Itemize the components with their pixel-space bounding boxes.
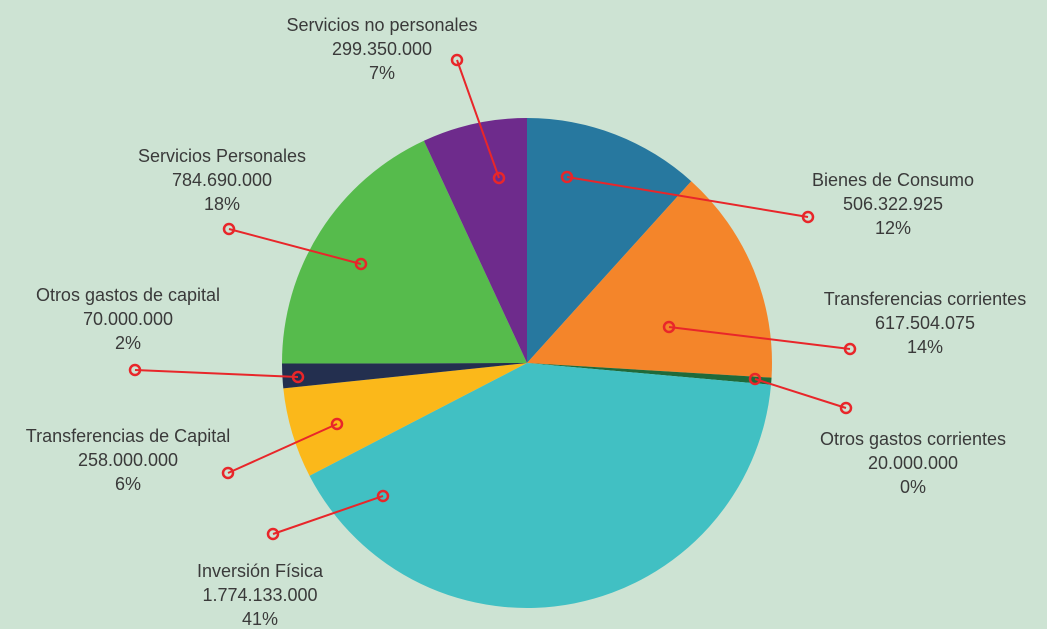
leader-line xyxy=(227,423,338,474)
value-label: 1.774.133.000 xyxy=(202,585,317,605)
value-label: 784.690.000 xyxy=(172,170,272,190)
value-label: 20.000.000 xyxy=(868,453,958,473)
percent-label: 14% xyxy=(907,337,943,357)
percent-label: 41% xyxy=(242,609,278,629)
leader-dot xyxy=(748,372,762,386)
leader-dot xyxy=(662,320,676,334)
leader-dot xyxy=(376,489,390,503)
leader-line xyxy=(228,228,362,265)
leader-line xyxy=(456,59,500,179)
value-label: 258.000.000 xyxy=(78,450,178,470)
leader-line xyxy=(566,176,809,218)
pie-slice xyxy=(282,140,527,364)
slice-label: Bienes de Consumo xyxy=(812,170,974,190)
slice-label: Servicios no personales xyxy=(286,15,477,35)
slice-label: Transferencias corrientes xyxy=(824,289,1026,309)
percent-label: 12% xyxy=(875,218,911,238)
leader-dot xyxy=(560,170,574,184)
leader-line xyxy=(134,369,299,378)
leader-dot xyxy=(839,401,853,415)
percent-label: 0% xyxy=(900,477,926,497)
pie-slice xyxy=(527,363,772,385)
pie-slice xyxy=(527,181,772,378)
leader-dot xyxy=(291,370,305,384)
value-label: 299.350.000 xyxy=(332,39,432,59)
leader-line xyxy=(668,326,851,350)
pie-slice xyxy=(309,363,772,608)
percent-label: 6% xyxy=(115,474,141,494)
value-label: 70.000.000 xyxy=(83,309,173,329)
value-label: 506.322.925 xyxy=(843,194,943,214)
pie-slice xyxy=(282,363,527,389)
percent-label: 18% xyxy=(204,194,240,214)
leader-line xyxy=(754,378,847,409)
value-label: 617.504.075 xyxy=(875,313,975,333)
leader-dot xyxy=(450,53,464,67)
slice-label: Transferencias de Capital xyxy=(26,426,230,446)
pie-slice xyxy=(527,118,692,363)
slice-label: Otros gastos corrientes xyxy=(820,429,1006,449)
leader-dot xyxy=(492,171,506,185)
leader-dot xyxy=(266,527,280,541)
leader-line xyxy=(272,495,384,535)
leader-dot xyxy=(128,363,142,377)
leader-dot xyxy=(221,466,235,480)
slice-label: Inversión Física xyxy=(197,561,324,581)
leader-dot xyxy=(222,222,236,236)
pie-slice xyxy=(283,363,527,476)
pie-slice xyxy=(423,118,527,363)
leader-dot xyxy=(843,342,857,356)
leader-dot xyxy=(801,210,815,224)
percent-label: 7% xyxy=(369,63,395,83)
percent-label: 2% xyxy=(115,333,141,353)
slice-label: Otros gastos de capital xyxy=(36,285,220,305)
slice-label: Servicios Personales xyxy=(138,146,306,166)
leader-dot xyxy=(330,417,344,431)
leader-dot xyxy=(354,257,368,271)
